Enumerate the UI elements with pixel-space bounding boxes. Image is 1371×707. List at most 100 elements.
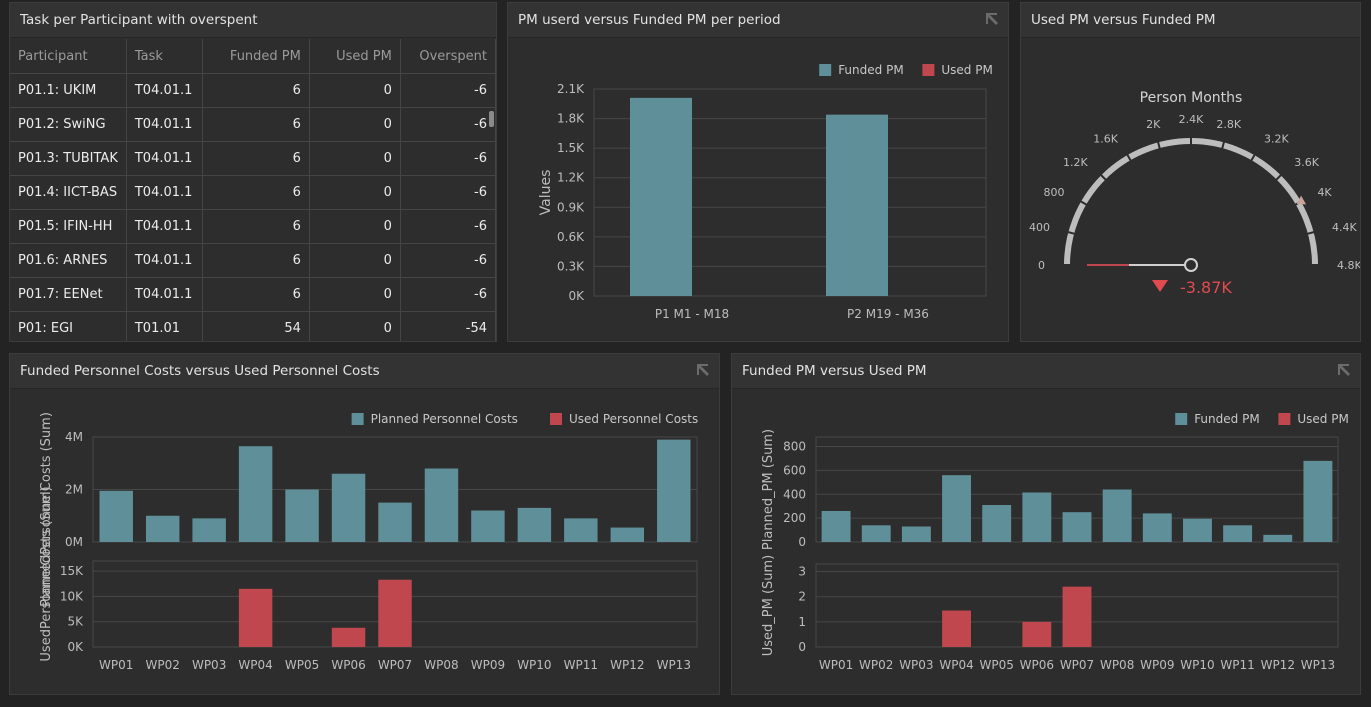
bar-used	[1022, 621, 1052, 647]
table-row[interactable]: P01.5: IFIN-HH T04.01.1 6 0 -6	[10, 209, 496, 244]
y-axis-label: Planned_PM (Sum)	[761, 429, 776, 550]
y-tick-label: 5K	[67, 615, 84, 629]
gauge-tick-label: 4K	[1317, 186, 1332, 199]
overspent-table-panel: Task per Participant with overspent Part…	[9, 2, 497, 342]
used-pm-cell: 0	[309, 277, 401, 312]
gauge-panel: Used PM versus Funded PM Person Months 0 4…	[1020, 2, 1361, 342]
bar-funded	[99, 490, 133, 542]
drill-up-icon[interactable]	[695, 362, 711, 378]
bar-funded	[942, 475, 971, 542]
table-row[interactable]: P01.2: SwiNG T04.01.1 6 0 -6	[10, 107, 496, 142]
bar-funded	[630, 97, 692, 296]
funded-pm-cell: 54	[202, 311, 310, 341]
legend-label-used: Used PM	[941, 63, 992, 77]
y-tick-label: 2M	[65, 483, 83, 497]
x-tick-label: WP13	[657, 658, 691, 672]
overspent-cell: -6	[400, 73, 496, 108]
bar-funded	[378, 502, 412, 542]
task-cell: T04.01.1	[126, 175, 203, 210]
used-pm-cell: 0	[309, 209, 401, 244]
legend-swatch-used	[1278, 413, 1291, 425]
y-tick-label: 0M	[65, 535, 83, 549]
x-tick-label: WP09	[471, 658, 505, 672]
gauge-tick-label: 400	[1029, 221, 1050, 234]
gauge-tick	[1221, 141, 1226, 150]
x-tick-label: WP06	[331, 658, 365, 672]
gauge-tick	[1156, 141, 1161, 150]
used-pm-cell: 0	[309, 175, 401, 210]
bar-used	[378, 579, 412, 647]
bar-funded	[564, 518, 598, 542]
legend-swatch-funded	[819, 64, 832, 76]
y-tick-label: 1.2K	[557, 171, 585, 185]
x-tick-label: WP02	[146, 658, 180, 672]
task-cell: T04.01.1	[126, 209, 203, 244]
y-axis-label: Used_PM (Sum)	[761, 555, 776, 657]
funded-pm-cell: 6	[202, 107, 310, 142]
period-chart-title: PM userd versus Funded PM per period	[508, 3, 1008, 38]
person-months-gauge: Person Months 0 400 800 1.2K 1.6K 2K 2.4K 2.8K 3.…	[1029, 90, 1360, 297]
table-row[interactable]: P01.3: TUBITAK T04.01.1 6 0 -6	[10, 141, 496, 176]
bar-funded	[657, 439, 691, 542]
bar-funded	[238, 446, 273, 542]
delta-down-icon	[1152, 280, 1168, 292]
overspent-grid[interactable]: Participant Task Funded PM Used PM Overs…	[10, 39, 496, 341]
x-tick-label: WP08	[424, 658, 458, 672]
drill-up-icon[interactable]	[1336, 362, 1352, 378]
participant-cell: P01.5: IFIN-HH	[10, 209, 127, 244]
table-row[interactable]: P01.1: UKIM T04.01.1 6 0 -6	[10, 73, 496, 108]
legend-label-funded: Funded PM	[838, 63, 903, 77]
y-tick-label: 1.8K	[557, 112, 585, 126]
drill-up-icon[interactable]	[984, 11, 1000, 27]
gauge-tick-label: 2.8K	[1216, 118, 1241, 131]
gauge-tick	[1250, 153, 1256, 162]
col-overspent[interactable]: Overspent	[400, 39, 496, 74]
bar-funded	[1183, 518, 1212, 542]
y-tick-label: 0	[798, 535, 806, 549]
x-tick-label: WP05	[980, 658, 1014, 672]
task-cell: T04.01.1	[126, 141, 203, 176]
gauge-tick-label: 1.6K	[1093, 133, 1118, 146]
funded-pm-cell: 6	[202, 175, 310, 210]
x-tick-label: WP05	[285, 658, 319, 672]
gauge-tick-label: 3.2K	[1264, 133, 1289, 146]
bar-used	[331, 627, 366, 647]
col-participant[interactable]: Participant	[10, 39, 127, 74]
bar-funded	[821, 510, 851, 542]
table-scrollbar[interactable]	[489, 111, 494, 127]
table-row[interactable]: P01: EGI T01.01 54 0 -54	[10, 311, 496, 341]
bar-funded	[471, 510, 505, 542]
gauge-delta-value: -3.87K	[1180, 278, 1232, 297]
x-tick-label: WP07	[378, 658, 412, 672]
overspent-table-title: Task per Participant with overspent	[10, 3, 496, 38]
participant-cell: P01: EGI	[10, 311, 127, 341]
table-row[interactable]: P01.4: IICT-BAS T04.01.1 6 0 -6	[10, 175, 496, 210]
gauge-tick-label: 0	[1038, 259, 1045, 272]
table-row[interactable]: P01.7: EENet T04.01.1 6 0 -6	[10, 277, 496, 312]
col-used-pm[interactable]: Used PM	[309, 39, 401, 74]
bar-funded	[1223, 525, 1253, 542]
legend-label-funded: Planned Personnel Costs	[371, 412, 518, 426]
task-cell: T01.01	[126, 311, 203, 341]
legend-label-funded: Funded PM	[1194, 412, 1259, 426]
col-task[interactable]: Task	[126, 39, 203, 74]
used-pm-cell: 0	[309, 311, 401, 341]
col-funded-pm[interactable]: Funded PM	[202, 39, 310, 74]
task-cell: T04.01.1	[126, 277, 203, 312]
costs-bar-chart: Planned Personnel Costs Used Personnel Co…	[39, 412, 698, 672]
funded-pm-cell: 6	[202, 277, 310, 312]
x-tick-label: WP08	[1100, 658, 1134, 672]
x-tick-label: WP12	[1261, 658, 1295, 672]
x-tick-label: WP04	[939, 658, 973, 672]
y-tick-label: 800	[783, 440, 806, 454]
x-tick-label: WP09	[1140, 658, 1174, 672]
legend-label-used: Used PM	[1297, 412, 1348, 426]
bar-funded	[982, 505, 1012, 542]
participant-cell: P01.7: EENet	[10, 277, 127, 312]
table-row[interactable]: P01.6: ARNES T04.01.1 6 0 -6	[10, 243, 496, 278]
y-tick-label: 0.9K	[557, 200, 585, 214]
gauge-tick	[1275, 173, 1283, 181]
costs-chart-panel: Funded Personnel Costs versus Used Perso…	[9, 353, 720, 695]
x-tick-label: P2 M19 - M36	[847, 307, 929, 321]
legend-swatch-funded	[351, 413, 364, 425]
